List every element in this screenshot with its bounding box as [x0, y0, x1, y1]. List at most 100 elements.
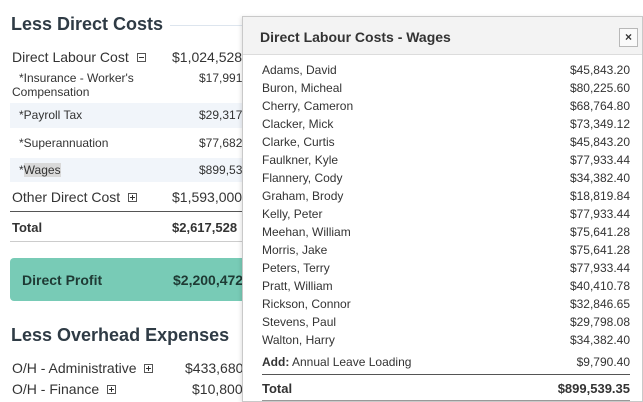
employee-row: Cherry, Cameron $68,764.80: [243, 99, 643, 117]
employee-name: Pratt, William: [262, 279, 333, 293]
row-direct-labour-cost[interactable]: Direct Labour Cost $1,024,528: [10, 49, 242, 67]
employee-row: Stevens, Paul $29,798.08: [243, 315, 643, 333]
expand-icon[interactable]: [107, 385, 117, 394]
employee-amount: $77,933.44: [569, 261, 630, 275]
employee-amount: $34,382.40: [569, 333, 630, 347]
wages-popup: Direct Labour Costs - Wages × Adams, Dav…: [242, 16, 643, 402]
employee-name: Graham, Brody: [262, 189, 344, 203]
row-label: Direct Labour Cost: [12, 49, 129, 65]
employee-row: Clacker, Mick $73,349.12: [243, 117, 643, 135]
row-total: Total $2,617,528: [10, 220, 242, 238]
row-insurance[interactable]: *Insurance - Worker's Compensation $17,9…: [10, 70, 242, 101]
popup-header: Direct Labour Costs - Wages ×: [243, 17, 642, 55]
employee-amount: $80,225.60: [569, 81, 630, 95]
row-amount: $10,800: [192, 381, 243, 397]
employee-name: Buron, Micheal: [262, 81, 343, 95]
total-rule-bottom: [10, 241, 242, 242]
row-label-prefix: *: [19, 163, 24, 177]
employee-name: Morris, Jake: [262, 243, 328, 257]
popup-total-rule: [262, 374, 630, 375]
add-amount: $9,790.40: [576, 355, 630, 369]
employee-amount: $73,349.12: [569, 117, 630, 131]
add-label: Annual Leave Loading: [292, 355, 412, 369]
employee-name: Stevens, Paul: [262, 315, 337, 329]
employee-name: Faulkner, Kyle: [262, 153, 339, 167]
row-label: Other Direct Cost: [12, 189, 121, 205]
employee-name: Peters, Terry: [262, 261, 330, 275]
annual-leave-row: Add: Annual Leave Loading $9,790.40: [243, 355, 643, 373]
popup-total-amount: $899,539.35: [557, 381, 630, 396]
expand-icon[interactable]: [144, 364, 154, 373]
employee-row: Graham, Brody $18,819.84: [243, 189, 643, 207]
heading-rule: [170, 25, 242, 26]
employee-row: Meehan, William $75,641.28: [243, 225, 643, 243]
row-amount: $1,593,000: [172, 189, 243, 205]
employee-row: Peters, Terry $77,933.44: [243, 261, 643, 279]
row-amount: $77,682: [199, 136, 243, 150]
direct-profit-bar: Direct Profit $2,200,472: [10, 258, 250, 301]
total-amount: $2,617,528: [172, 220, 238, 235]
employee-row: Adams, David $45,843.20: [243, 63, 643, 81]
employee-amount: $40,410.78: [569, 279, 630, 293]
employee-name: Adams, David: [262, 63, 337, 77]
employee-name: Clacker, Mick: [262, 117, 334, 131]
employee-name: Flannery, Cody: [262, 171, 343, 185]
employee-row: Walton, Harry $34,382.40: [243, 333, 643, 351]
employee-name: Clarke, Curtis: [262, 135, 335, 149]
employee-name: Rickson, Connor: [262, 297, 351, 311]
row-oh-finance[interactable]: O/H - Finance $10,800: [10, 381, 243, 399]
close-button[interactable]: ×: [619, 28, 638, 47]
row-wages[interactable]: *Wages $899,539: [10, 158, 249, 182]
employee-amount: $32,846.65: [569, 297, 630, 311]
employee-name: Kelly, Peter: [262, 207, 323, 221]
collapse-icon[interactable]: [136, 53, 146, 62]
total-label: Total: [12, 220, 43, 235]
row-amount: $433,680: [185, 360, 244, 376]
employee-row: Flannery, Cody $34,382.40: [243, 171, 643, 189]
employee-amount: $68,764.80: [569, 99, 630, 113]
employee-amount: $45,843.20: [569, 63, 630, 77]
overhead-heading: Less Overhead Expenses: [11, 325, 230, 345]
employee-name: Walton, Harry: [262, 333, 335, 347]
row-payroll-tax[interactable]: *Payroll Tax $29,317: [10, 103, 242, 128]
row-label: O/H - Administrative: [12, 360, 137, 376]
add-prefix: Add:: [262, 355, 290, 369]
row-amount: $899,539: [199, 163, 250, 177]
employee-row: Morris, Jake $75,641.28: [243, 243, 643, 261]
employee-row: Rickson, Connor $32,846.65: [243, 297, 643, 315]
row-label: O/H - Finance: [12, 381, 100, 397]
employee-amount: $75,641.28: [569, 225, 630, 239]
row-label-wages[interactable]: Wages: [23, 163, 61, 177]
employee-row: Kelly, Peter $77,933.44: [243, 207, 643, 225]
popup-title: Direct Labour Costs - Wages: [260, 29, 451, 45]
employee-amount: $45,843.20: [569, 135, 630, 149]
expand-icon[interactable]: [128, 193, 138, 202]
direct-costs-heading: Less Direct Costs: [11, 14, 164, 34]
employee-amount: $77,933.44: [569, 153, 630, 167]
employee-amount: $77,933.44: [569, 207, 630, 221]
popup-total-row: Total $899,539.35: [243, 381, 643, 399]
row-label: *Insurance - Worker's Compensation: [12, 71, 134, 99]
employee-amount: $18,819.84: [569, 189, 630, 203]
row-label: *Payroll Tax: [19, 108, 83, 122]
row-amount: $17,991: [199, 71, 243, 85]
row-superannuation[interactable]: *Superannuation $77,682: [10, 131, 242, 156]
row-amount: $29,317: [199, 108, 243, 122]
profit-amount: $2,200,472: [173, 272, 244, 288]
employee-name: Cherry, Cameron: [262, 99, 354, 113]
employee-name: Meehan, William: [262, 225, 351, 239]
employee-amount: $29,798.08: [569, 315, 630, 329]
employee-amount: $75,641.28: [569, 243, 630, 257]
row-other-direct-cost[interactable]: Other Direct Cost $1,593,000: [10, 189, 242, 207]
employee-row: Faulkner, Kyle $77,933.44: [243, 153, 643, 171]
employee-amount: $34,382.40: [569, 171, 630, 185]
row-amount: $1,024,528: [172, 49, 243, 65]
row-oh-administrative[interactable]: O/H - Administrative $433,680: [10, 360, 244, 378]
profit-label: Direct Profit: [22, 272, 103, 288]
popup-total-label: Total: [262, 381, 293, 396]
row-label: *Superannuation: [19, 136, 109, 150]
employee-row: Pratt, William $40,410.78: [243, 279, 643, 297]
total-rule: [10, 211, 242, 212]
employee-row: Buron, Micheal $80,225.60: [243, 81, 643, 99]
employee-row: Clarke, Curtis $45,843.20: [243, 135, 643, 153]
